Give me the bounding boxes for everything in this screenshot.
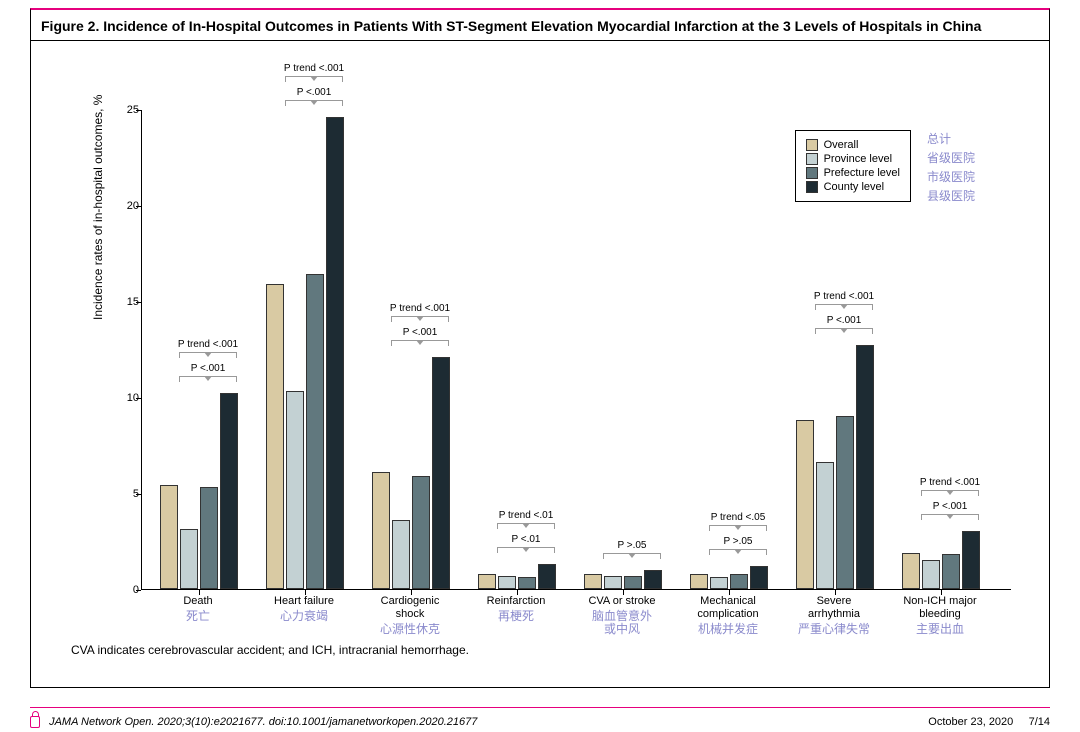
bar bbox=[538, 564, 556, 589]
bar bbox=[498, 576, 516, 589]
x-label: Death死亡 bbox=[148, 595, 248, 623]
p-value: P <.001 bbox=[391, 327, 449, 338]
bar bbox=[690, 574, 708, 589]
legend-chinese: 总计省级医院市级医院县级医院 bbox=[927, 130, 975, 206]
legend-item: Province level bbox=[806, 153, 900, 165]
bar bbox=[518, 577, 536, 589]
p-trend: P trend <.001 bbox=[805, 291, 883, 302]
bar bbox=[710, 577, 728, 589]
legend: Overall Province level Prefecture level Cou… bbox=[795, 130, 911, 202]
footer-page: 7/14 bbox=[1029, 716, 1050, 728]
x-label: Heart failure心力衰竭 bbox=[254, 595, 354, 623]
bar bbox=[730, 574, 748, 589]
x-label: Mechanicalcomplication机械并发症 bbox=[678, 595, 778, 636]
bar bbox=[750, 566, 768, 589]
legend-item: County level bbox=[806, 181, 900, 193]
legend-item-cn: 市级医院 bbox=[927, 168, 975, 187]
bar bbox=[836, 416, 854, 589]
bar bbox=[856, 345, 874, 589]
bar bbox=[922, 560, 940, 589]
bar bbox=[326, 117, 344, 589]
figure-frame: Figure 2. Incidence of In-Hospital Outco… bbox=[30, 8, 1050, 688]
bar bbox=[412, 476, 430, 589]
bar bbox=[220, 393, 238, 589]
bar bbox=[942, 554, 960, 589]
bar bbox=[266, 284, 284, 589]
footnote: CVA indicates cerebrovascular accident; … bbox=[71, 643, 469, 657]
citation: JAMA Network Open. 2020;3(10):e2021677. … bbox=[49, 716, 477, 728]
bar bbox=[392, 520, 410, 589]
x-label: Reinfarction再梗死 bbox=[466, 595, 566, 623]
p-trend: P trend <.001 bbox=[275, 63, 353, 74]
y-axis-label: Incidence rates of in-hospital outcomes,… bbox=[91, 95, 105, 320]
p-trend: P trend <.01 bbox=[487, 510, 565, 521]
footer-date: October 23, 2020 bbox=[928, 716, 1013, 728]
x-label: CVA or stroke脑血管意外或中风 bbox=[572, 595, 672, 636]
bar bbox=[432, 357, 450, 589]
p-trend: P trend <.001 bbox=[911, 477, 989, 488]
p-value: P <.001 bbox=[285, 87, 343, 98]
bar bbox=[306, 274, 324, 589]
bar bbox=[816, 462, 834, 589]
bar bbox=[372, 472, 390, 589]
figure-title: Figure 2. Incidence of In-Hospital Outco… bbox=[31, 10, 1049, 41]
bar bbox=[200, 487, 218, 589]
p-value: P >.05 bbox=[603, 540, 661, 551]
p-value: P <.01 bbox=[497, 534, 555, 545]
bar bbox=[962, 531, 980, 589]
legend-item-cn: 总计 bbox=[927, 130, 975, 149]
legend-item-cn: 省级医院 bbox=[927, 149, 975, 168]
legend-item: Overall bbox=[806, 139, 900, 151]
bar bbox=[584, 574, 602, 589]
p-trend: P trend <.05 bbox=[699, 512, 777, 523]
p-value: P <.001 bbox=[921, 501, 979, 512]
p-trend: P trend <.001 bbox=[381, 303, 459, 314]
bar bbox=[796, 420, 814, 589]
p-value: P <.001 bbox=[179, 363, 237, 374]
open-access-icon bbox=[30, 716, 40, 728]
bar bbox=[604, 576, 622, 589]
bar bbox=[160, 485, 178, 589]
x-label: Cardiogenicshock心源性休克 bbox=[360, 595, 460, 636]
bar bbox=[644, 570, 662, 589]
footer-divider bbox=[30, 707, 1050, 708]
legend-item: Prefecture level bbox=[806, 167, 900, 179]
legend-item-cn: 县级医院 bbox=[927, 187, 975, 206]
bar bbox=[624, 576, 642, 589]
footer: JAMA Network Open. 2020;3(10):e2021677. … bbox=[30, 716, 1050, 728]
p-value: P <.001 bbox=[815, 315, 873, 326]
p-value: P >.05 bbox=[709, 536, 767, 547]
p-trend: P trend <.001 bbox=[169, 339, 247, 350]
x-label: Severearrhythmia严重心律失常 bbox=[784, 595, 884, 636]
bar bbox=[286, 391, 304, 589]
bar bbox=[180, 529, 198, 589]
x-label: Non-ICH majorbleeding主要出血 bbox=[890, 595, 990, 636]
bar bbox=[478, 574, 496, 589]
bar bbox=[902, 553, 920, 589]
